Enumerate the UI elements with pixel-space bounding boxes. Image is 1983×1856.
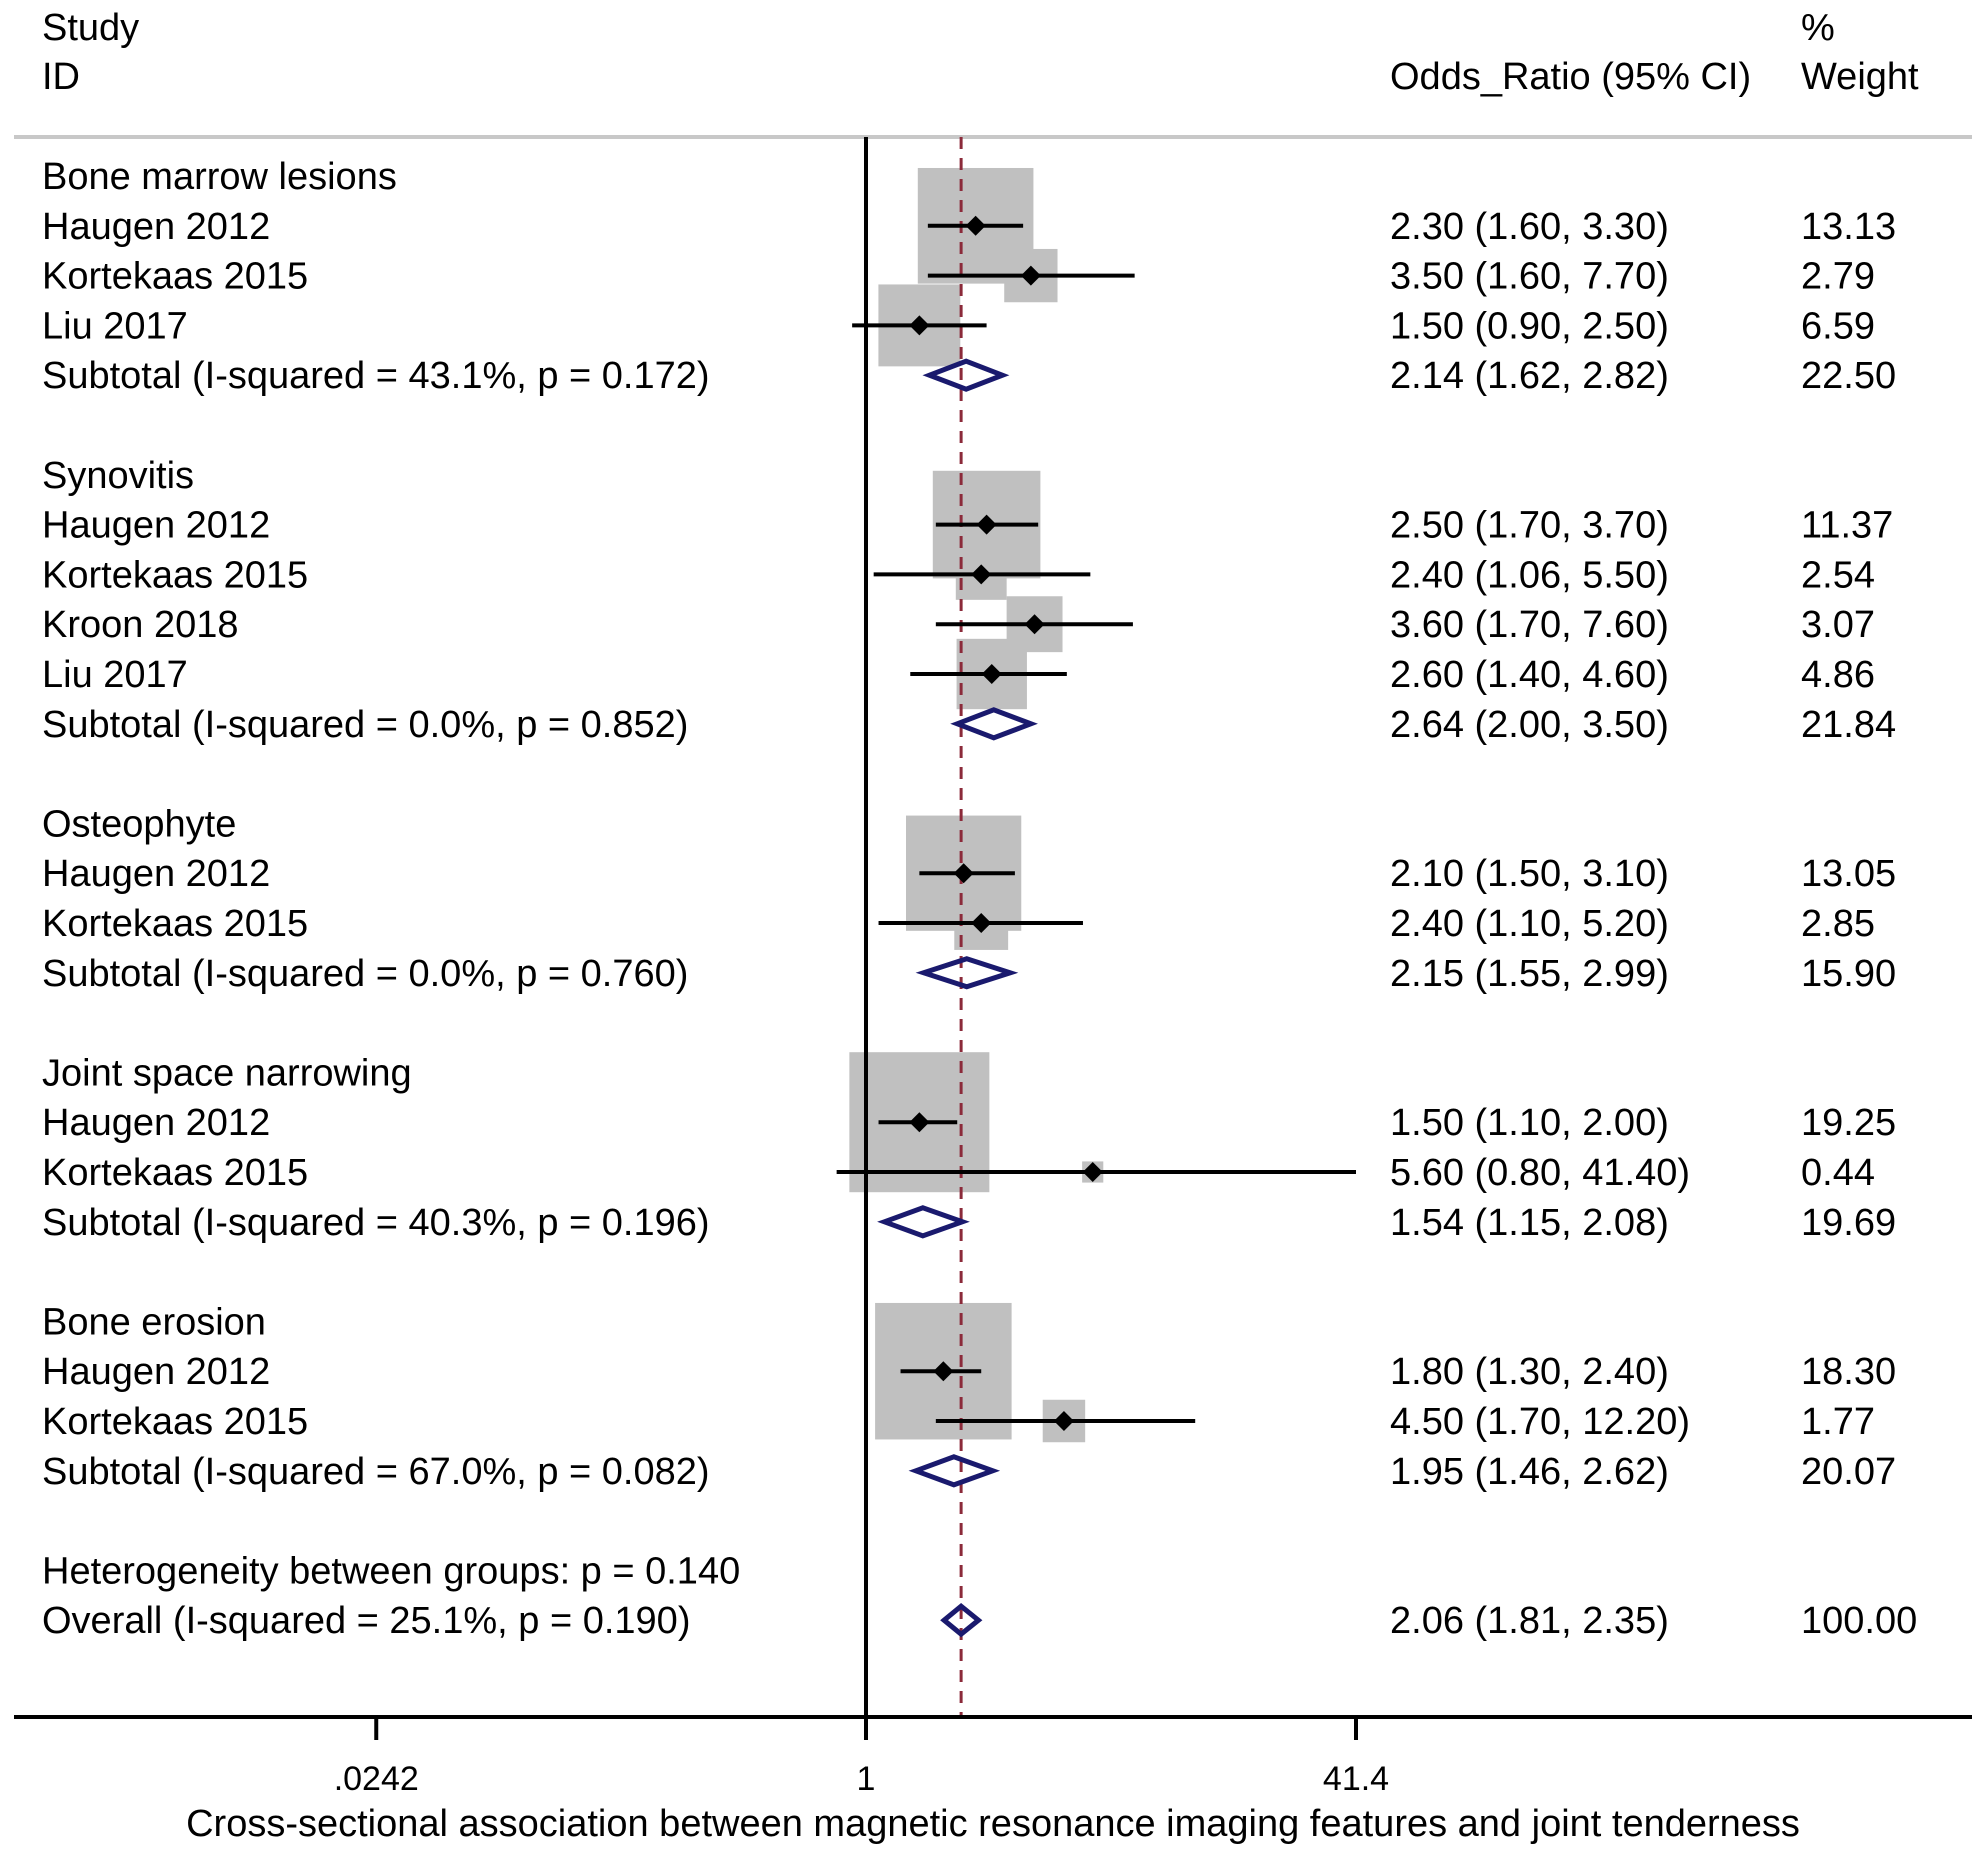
group-header: Osteophyte	[42, 803, 236, 845]
study-ci: 2.10 (1.50, 3.10)	[1390, 853, 1669, 895]
overall-ci: 2.06 (1.81, 2.35)	[1390, 1600, 1669, 1642]
study-weight: 1.77	[1801, 1401, 1875, 1443]
study-ci: 3.60 (1.70, 7.60)	[1390, 604, 1669, 646]
study-weight: 13.05	[1801, 853, 1896, 895]
subtotal-diamond	[908, 1454, 1001, 1488]
study-ci: 5.60 (0.80, 41.40)	[1390, 1152, 1690, 1194]
forest-marks	[836, 215, 1356, 1638]
subtotal-label: Subtotal (I-squared = 40.3%, p = 0.196)	[42, 1202, 710, 1244]
overall-label: Overall (I-squared = 25.1%, p = 0.190)	[42, 1600, 690, 1642]
study-ci: 2.60 (1.40, 4.60)	[1390, 654, 1669, 696]
header-weight: Weight	[1801, 56, 1919, 98]
x-axis-label: Cross-sectional association between magn…	[186, 1803, 1800, 1845]
x-tick-label: .0242	[334, 1760, 419, 1798]
study-weight: 18.30	[1801, 1351, 1896, 1393]
subtotal-label: Subtotal (I-squared = 0.0%, p = 0.852)	[42, 704, 688, 746]
study-weight: 2.79	[1801, 256, 1875, 298]
study-label: Haugen 2012	[42, 1351, 270, 1393]
table-header: Study ID Odds_Ratio (95% CI) % Weight	[42, 7, 1919, 98]
study-weight: 11.37	[1801, 505, 1893, 547]
study-ci: 2.40 (1.06, 5.50)	[1390, 554, 1669, 596]
weight-boxes	[849, 167, 1104, 1443]
point-estimate	[953, 863, 974, 884]
study-ci: 1.50 (0.90, 2.50)	[1390, 305, 1669, 347]
subtotal-ci: 2.14 (1.62, 2.82)	[1390, 355, 1669, 397]
study-label: Kortekaas 2015	[42, 1401, 308, 1443]
study-weight: 13.13	[1801, 206, 1896, 248]
study-label: Haugen 2012	[42, 505, 270, 547]
group-header: Bone marrow lesions	[42, 156, 397, 198]
subtotal-label: Subtotal (I-squared = 43.1%, p = 0.172)	[42, 355, 710, 397]
heterogeneity-label: Heterogeneity between groups: p = 0.140	[42, 1550, 740, 1592]
subtotal-diamond	[950, 707, 1038, 741]
subtotal-ci: 2.64 (2.00, 3.50)	[1390, 704, 1669, 746]
study-label: Kortekaas 2015	[42, 554, 308, 596]
study-label: Liu 2017	[42, 654, 188, 696]
study-ci: 4.50 (1.70, 12.20)	[1390, 1401, 1690, 1443]
study-weight: 0.44	[1801, 1152, 1875, 1194]
study-label: Haugen 2012	[42, 1102, 270, 1144]
subtotal-weight: 15.90	[1801, 953, 1896, 995]
subtotal-diamond	[877, 1205, 970, 1239]
study-ci: 2.40 (1.10, 5.20)	[1390, 903, 1669, 945]
subtotal-ci: 1.95 (1.46, 2.62)	[1390, 1451, 1669, 1493]
point-estimate	[1020, 265, 1041, 286]
reference-lines	[864, 137, 963, 1717]
point-estimate	[965, 215, 986, 236]
point-estimate	[1082, 1162, 1103, 1182]
group-header: Synovitis	[42, 455, 194, 497]
point-estimate	[971, 564, 992, 585]
overall-weight: 100.00	[1801, 1600, 1917, 1642]
study-weight: 2.54	[1801, 554, 1875, 596]
study-label: Kroon 2018	[42, 604, 239, 646]
subtotal-weight: 22.50	[1801, 355, 1896, 397]
study-ci: 3.50 (1.60, 7.70)	[1390, 256, 1669, 298]
subtotal-weight: 21.84	[1801, 704, 1896, 746]
header-study: Study	[42, 7, 139, 49]
group-header: Joint space narrowing	[42, 1052, 412, 1094]
study-weight: 2.85	[1801, 903, 1875, 945]
subtotal-label: Subtotal (I-squared = 0.0%, p = 0.760)	[42, 953, 688, 995]
subtotal-label: Subtotal (I-squared = 67.0%, p = 0.082)	[42, 1451, 710, 1493]
study-weight: 19.25	[1801, 1102, 1896, 1144]
header-odds-ratio: Odds_Ratio (95% CI)	[1390, 56, 1751, 98]
point-estimate	[976, 514, 997, 535]
study-weight: 6.59	[1801, 305, 1875, 347]
subtotal-ci: 1.54 (1.15, 2.08)	[1390, 1202, 1669, 1244]
study-ci: 1.50 (1.10, 2.00)	[1390, 1102, 1669, 1144]
point-estimate	[1053, 1411, 1074, 1431]
header-percent: %	[1801, 7, 1835, 49]
study-ci: 2.30 (1.60, 3.30)	[1390, 206, 1669, 248]
point-estimate	[981, 664, 1002, 684]
point-estimate	[933, 1361, 954, 1382]
point-estimate	[1024, 614, 1045, 635]
point-estimate	[971, 913, 992, 933]
study-weight: 3.07	[1801, 604, 1875, 646]
x-tick-label: 41.4	[1323, 1760, 1389, 1798]
subtotal-weight: 19.69	[1801, 1202, 1896, 1244]
point-estimate	[909, 315, 930, 336]
study-label: Haugen 2012	[42, 206, 270, 248]
subtotal-diamond	[922, 358, 1010, 392]
overall-diamond	[940, 1602, 983, 1638]
subtotal-diamond	[915, 956, 1019, 990]
study-weight: 4.86	[1801, 654, 1875, 696]
subtotal-ci: 2.15 (1.55, 2.99)	[1390, 953, 1669, 995]
study-label: Haugen 2012	[42, 853, 270, 895]
study-label: Kortekaas 2015	[42, 256, 308, 298]
study-ci: 1.80 (1.30, 2.40)	[1390, 1351, 1669, 1393]
subtotal-weight: 20.07	[1801, 1451, 1896, 1493]
row-texts: Bone marrow lesions Haugen 2012 2.30 (1.60…	[42, 156, 1917, 1642]
study-label: Liu 2017	[42, 305, 188, 347]
study-ci: 2.50 (1.70, 3.70)	[1390, 505, 1669, 547]
header-id: ID	[42, 56, 80, 98]
group-header: Bone erosion	[42, 1301, 266, 1343]
x-axis-ticks: .0242 1 41.4	[334, 1717, 1389, 1798]
point-estimate	[909, 1112, 930, 1133]
study-label: Kortekaas 2015	[42, 1152, 308, 1194]
study-label: Kortekaas 2015	[42, 903, 308, 945]
x-tick-label: 1	[857, 1760, 876, 1798]
